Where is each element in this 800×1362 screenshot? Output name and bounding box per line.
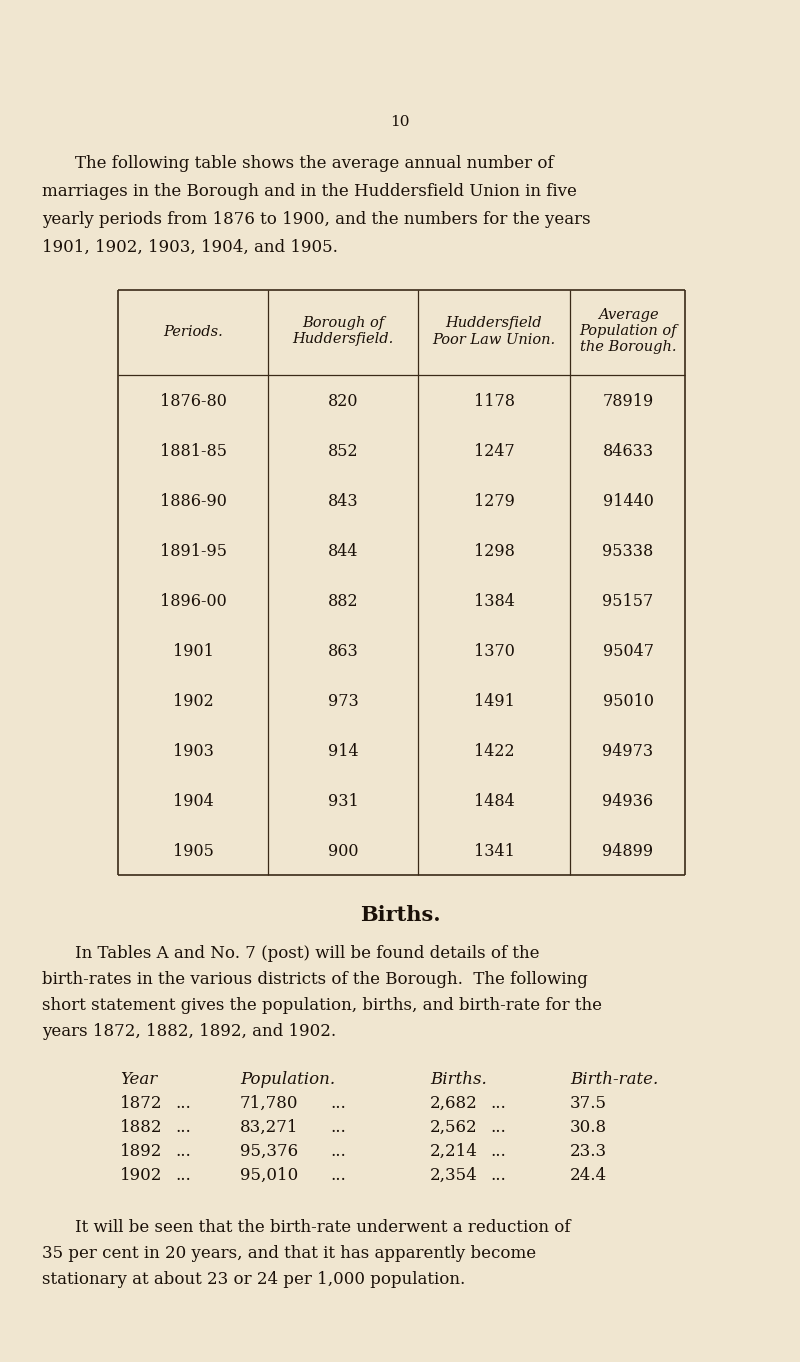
Text: ...: ... xyxy=(175,1095,190,1111)
Text: 931: 931 xyxy=(328,793,358,810)
Text: 94936: 94936 xyxy=(602,793,654,810)
Text: 83,271: 83,271 xyxy=(240,1120,298,1136)
Text: 95157: 95157 xyxy=(602,592,654,610)
Text: 1484: 1484 xyxy=(474,793,514,810)
Text: ...: ... xyxy=(330,1120,346,1136)
Text: ...: ... xyxy=(490,1095,506,1111)
Text: 95338: 95338 xyxy=(602,543,654,560)
Text: 91440: 91440 xyxy=(602,493,654,509)
Text: 1882: 1882 xyxy=(120,1120,162,1136)
Text: It will be seen that the birth-rate underwent a reduction of: It will be seen that the birth-rate unde… xyxy=(75,1219,570,1235)
Text: 973: 973 xyxy=(328,693,358,710)
Text: 2,562: 2,562 xyxy=(430,1120,478,1136)
Text: ...: ... xyxy=(490,1120,506,1136)
Text: 2,682: 2,682 xyxy=(430,1095,478,1111)
Text: Poor Law Union.: Poor Law Union. xyxy=(433,332,555,346)
Text: ...: ... xyxy=(490,1167,506,1184)
Text: 1298: 1298 xyxy=(474,543,514,560)
Text: 1491: 1491 xyxy=(474,693,514,710)
Text: short statement gives the population, births, and birth-rate for the: short statement gives the population, bi… xyxy=(42,997,602,1013)
Text: 10: 10 xyxy=(390,114,410,129)
Text: 843: 843 xyxy=(328,493,358,509)
Text: 882: 882 xyxy=(328,592,358,610)
Text: 1891-95: 1891-95 xyxy=(159,543,226,560)
Text: 1903: 1903 xyxy=(173,744,214,760)
Text: stationary at about 23 or 24 per 1,000 population.: stationary at about 23 or 24 per 1,000 p… xyxy=(42,1271,466,1288)
Text: 1904: 1904 xyxy=(173,793,214,810)
Text: 914: 914 xyxy=(328,744,358,760)
Text: marriages in the Borough and in the Huddersfield Union in five: marriages in the Borough and in the Hudd… xyxy=(42,183,577,200)
Text: 1901: 1901 xyxy=(173,643,214,661)
Text: 1896-00: 1896-00 xyxy=(160,592,226,610)
Text: 1881-85: 1881-85 xyxy=(159,443,226,460)
Text: 1279: 1279 xyxy=(474,493,514,509)
Text: 95010: 95010 xyxy=(602,693,654,710)
Text: birth-rates in the various districts of the Borough.  The following: birth-rates in the various districts of … xyxy=(42,971,588,987)
Text: 2,214: 2,214 xyxy=(430,1143,478,1160)
Text: ...: ... xyxy=(175,1167,190,1184)
Text: Births.: Births. xyxy=(360,904,440,925)
Text: 852: 852 xyxy=(328,443,358,460)
Text: 1370: 1370 xyxy=(474,643,514,661)
Text: 24.4: 24.4 xyxy=(570,1167,607,1184)
Text: Population of: Population of xyxy=(579,324,677,339)
Text: 2,354: 2,354 xyxy=(430,1167,478,1184)
Text: 1902: 1902 xyxy=(120,1167,162,1184)
Text: 1901, 1902, 1903, 1904, and 1905.: 1901, 1902, 1903, 1904, and 1905. xyxy=(42,238,338,256)
Text: 900: 900 xyxy=(328,843,358,859)
Text: 30.8: 30.8 xyxy=(570,1120,607,1136)
Text: 23.3: 23.3 xyxy=(570,1143,607,1160)
Text: 1872: 1872 xyxy=(120,1095,162,1111)
Text: 820: 820 xyxy=(328,394,358,410)
Text: Population.: Population. xyxy=(240,1071,335,1088)
Text: 1384: 1384 xyxy=(474,592,514,610)
Text: Birth-rate.: Birth-rate. xyxy=(570,1071,658,1088)
Text: Average: Average xyxy=(598,309,658,323)
Text: 1886-90: 1886-90 xyxy=(159,493,226,509)
Text: ...: ... xyxy=(330,1143,346,1160)
Text: 95,010: 95,010 xyxy=(240,1167,298,1184)
Text: 1892: 1892 xyxy=(120,1143,162,1160)
Text: The following table shows the average annual number of: The following table shows the average an… xyxy=(75,155,554,172)
Text: 94899: 94899 xyxy=(602,843,654,859)
Text: 863: 863 xyxy=(328,643,358,661)
Text: Periods.: Periods. xyxy=(163,324,223,339)
Text: Borough of: Borough of xyxy=(302,316,384,331)
Text: ...: ... xyxy=(330,1095,346,1111)
Text: 35 per cent in 20 years, and that it has apparently become: 35 per cent in 20 years, and that it has… xyxy=(42,1245,536,1263)
Text: 37.5: 37.5 xyxy=(570,1095,607,1111)
Text: 94973: 94973 xyxy=(602,744,654,760)
Text: 1905: 1905 xyxy=(173,843,214,859)
Text: ...: ... xyxy=(175,1120,190,1136)
Text: the Borough.: the Borough. xyxy=(580,340,676,354)
Text: 1178: 1178 xyxy=(474,394,514,410)
Text: ...: ... xyxy=(490,1143,506,1160)
Text: 1422: 1422 xyxy=(474,744,514,760)
Text: 844: 844 xyxy=(328,543,358,560)
Text: Year: Year xyxy=(120,1071,158,1088)
Text: Huddersfield: Huddersfield xyxy=(446,316,542,331)
Text: ...: ... xyxy=(330,1167,346,1184)
Text: 95047: 95047 xyxy=(602,643,654,661)
Text: Births.: Births. xyxy=(430,1071,486,1088)
Text: 95,376: 95,376 xyxy=(240,1143,298,1160)
Text: 1876-80: 1876-80 xyxy=(159,394,226,410)
Text: 1902: 1902 xyxy=(173,693,214,710)
Text: 71,780: 71,780 xyxy=(240,1095,298,1111)
Text: yearly periods from 1876 to 1900, and the numbers for the years: yearly periods from 1876 to 1900, and th… xyxy=(42,211,590,227)
Text: years 1872, 1882, 1892, and 1902.: years 1872, 1882, 1892, and 1902. xyxy=(42,1023,336,1041)
Text: 1247: 1247 xyxy=(474,443,514,460)
Text: Huddersfield.: Huddersfield. xyxy=(292,332,394,346)
Text: 78919: 78919 xyxy=(602,394,654,410)
Text: 1341: 1341 xyxy=(474,843,514,859)
Text: 84633: 84633 xyxy=(602,443,654,460)
Text: ...: ... xyxy=(175,1143,190,1160)
Text: In Tables A and No. 7 (post) will be found details of the: In Tables A and No. 7 (post) will be fou… xyxy=(75,945,539,962)
